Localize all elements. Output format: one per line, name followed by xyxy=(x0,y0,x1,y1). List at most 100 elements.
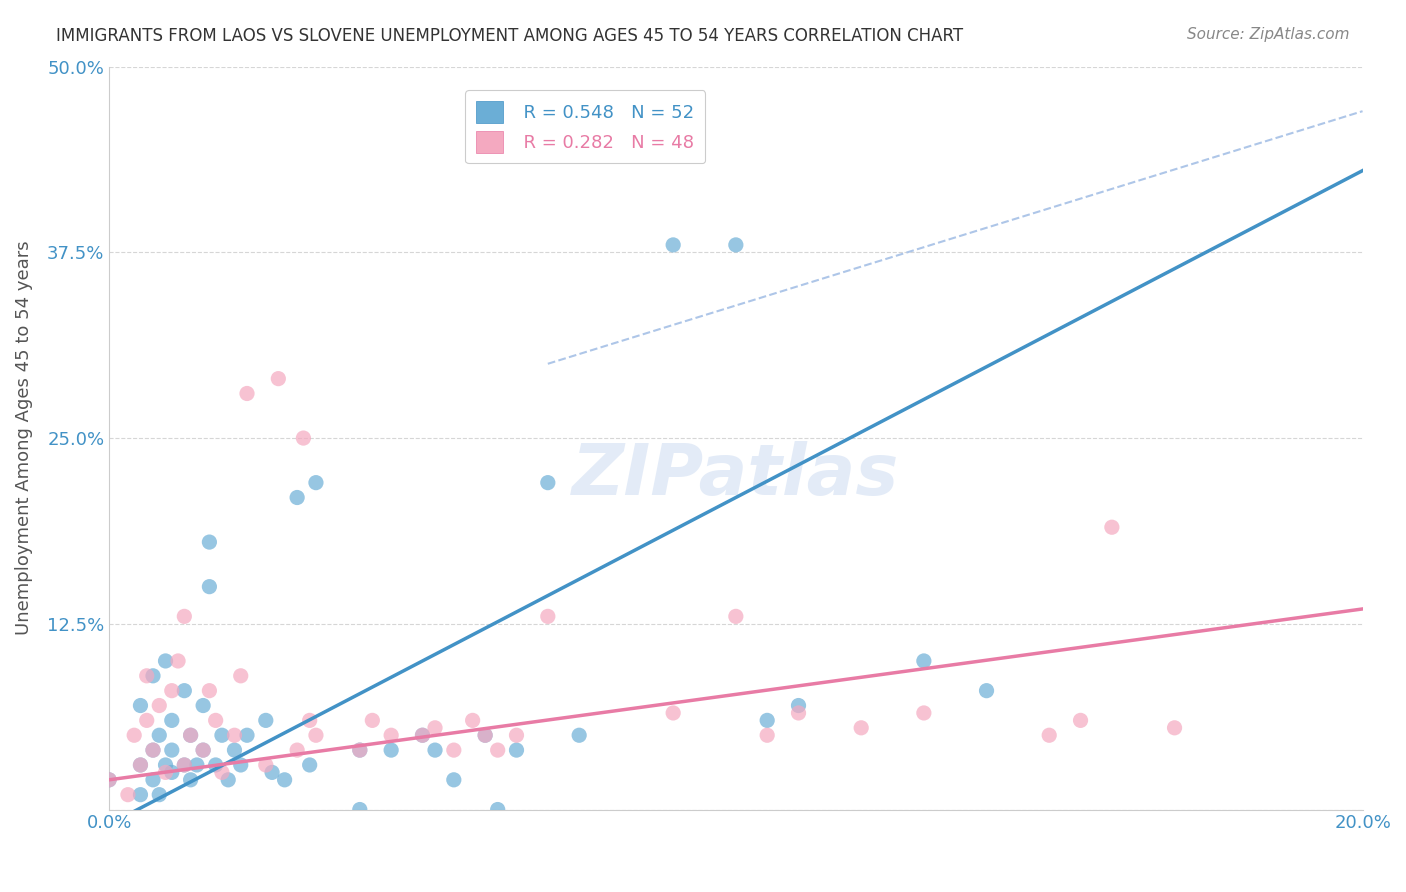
Point xyxy=(198,683,221,698)
Point xyxy=(1038,728,1060,742)
Point xyxy=(160,683,183,698)
Point xyxy=(129,758,152,772)
Point xyxy=(361,714,384,728)
Point xyxy=(211,728,233,742)
Y-axis label: Unemployment Among Ages 45 to 54 years: Unemployment Among Ages 45 to 54 years xyxy=(15,241,32,635)
Point xyxy=(787,698,810,713)
Point xyxy=(349,743,371,757)
Point xyxy=(148,788,170,802)
Point xyxy=(98,772,121,787)
Point xyxy=(537,609,560,624)
Point xyxy=(254,758,277,772)
Point xyxy=(349,803,371,817)
Point xyxy=(155,654,177,668)
Point xyxy=(160,714,183,728)
Point xyxy=(142,743,165,757)
Point xyxy=(305,475,328,490)
Point xyxy=(411,728,433,742)
Point xyxy=(443,772,465,787)
Point xyxy=(292,431,315,445)
Point xyxy=(160,743,183,757)
Point xyxy=(305,728,328,742)
Point xyxy=(129,698,152,713)
Point xyxy=(486,803,509,817)
Point xyxy=(198,535,221,549)
Point xyxy=(724,609,747,624)
Point xyxy=(298,714,321,728)
Point xyxy=(191,743,214,757)
Point xyxy=(349,743,371,757)
Point xyxy=(474,728,496,742)
Point xyxy=(180,728,202,742)
Text: Source: ZipAtlas.com: Source: ZipAtlas.com xyxy=(1187,27,1350,42)
Legend:   R = 0.548   N = 52,   R = 0.282   N = 48: R = 0.548 N = 52, R = 0.282 N = 48 xyxy=(465,90,706,163)
Point xyxy=(262,765,284,780)
Point xyxy=(117,788,139,802)
Point xyxy=(662,706,685,720)
Point xyxy=(173,609,195,624)
Point xyxy=(135,669,157,683)
Point xyxy=(756,728,779,742)
Point xyxy=(198,580,221,594)
Point xyxy=(486,743,509,757)
Point xyxy=(423,721,446,735)
Text: ZIPatlas: ZIPatlas xyxy=(572,441,900,509)
Point xyxy=(142,772,165,787)
Point xyxy=(167,654,190,668)
Point xyxy=(380,728,402,742)
Point xyxy=(155,758,177,772)
Point xyxy=(98,772,121,787)
Point xyxy=(173,758,195,772)
Point xyxy=(204,714,226,728)
Point xyxy=(173,758,195,772)
Point xyxy=(505,728,527,742)
Point xyxy=(423,743,446,757)
Point xyxy=(724,238,747,252)
Point xyxy=(236,728,259,742)
Point xyxy=(912,654,935,668)
Point xyxy=(142,743,165,757)
Point xyxy=(756,714,779,728)
Point xyxy=(505,743,527,757)
Point xyxy=(568,728,591,742)
Point xyxy=(662,238,685,252)
Point xyxy=(1163,721,1185,735)
Point xyxy=(148,698,170,713)
Point xyxy=(461,714,484,728)
Point xyxy=(285,743,308,757)
Point xyxy=(912,706,935,720)
Point xyxy=(537,475,560,490)
Point xyxy=(285,491,308,505)
Point xyxy=(180,772,202,787)
Point xyxy=(267,371,290,385)
Point xyxy=(142,669,165,683)
Point xyxy=(180,728,202,742)
Point xyxy=(211,765,233,780)
Text: IMMIGRANTS FROM LAOS VS SLOVENE UNEMPLOYMENT AMONG AGES 45 TO 54 YEARS CORRELATI: IMMIGRANTS FROM LAOS VS SLOVENE UNEMPLOY… xyxy=(56,27,963,45)
Point xyxy=(298,758,321,772)
Point xyxy=(273,772,295,787)
Point xyxy=(380,743,402,757)
Point xyxy=(186,758,208,772)
Point xyxy=(155,765,177,780)
Point xyxy=(204,758,226,772)
Point xyxy=(191,743,214,757)
Point xyxy=(787,706,810,720)
Point xyxy=(135,714,157,728)
Point xyxy=(160,765,183,780)
Point xyxy=(443,743,465,757)
Point xyxy=(474,728,496,742)
Point xyxy=(129,758,152,772)
Point xyxy=(851,721,873,735)
Point xyxy=(224,728,246,742)
Point xyxy=(1101,520,1123,534)
Point xyxy=(191,698,214,713)
Point xyxy=(254,714,277,728)
Point xyxy=(224,743,246,757)
Point xyxy=(1070,714,1092,728)
Point xyxy=(173,683,195,698)
Point xyxy=(411,728,433,742)
Point xyxy=(229,669,252,683)
Point xyxy=(236,386,259,401)
Point xyxy=(229,758,252,772)
